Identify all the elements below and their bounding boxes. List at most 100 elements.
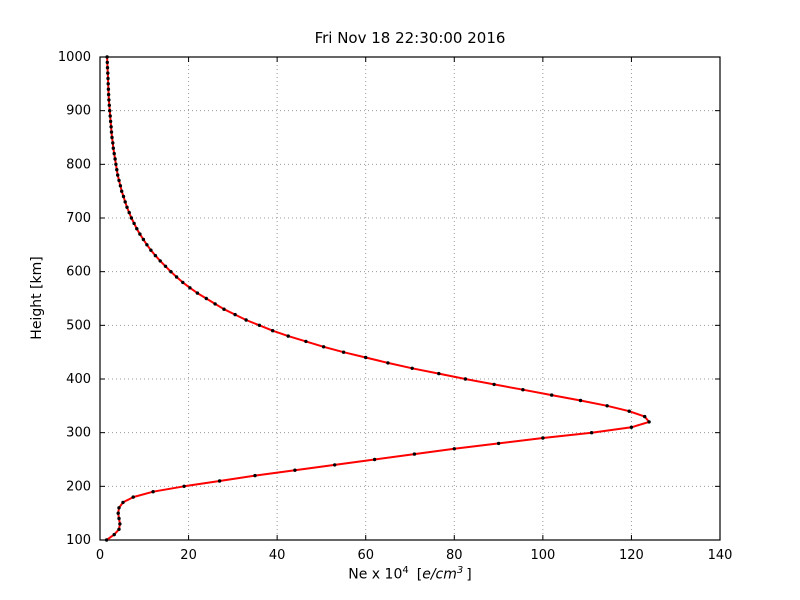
xlabel-prefix: Ne x 10 <box>348 566 403 583</box>
y-tick-label: 500 <box>66 318 91 333</box>
data-point <box>112 532 116 537</box>
data-point <box>541 436 545 440</box>
data-point <box>117 527 121 531</box>
data-point <box>627 409 631 413</box>
x-tick-labels: 0 20 40 60 80 100 120 140 <box>96 548 733 563</box>
data-point <box>412 452 417 456</box>
x-tick-label: 20 <box>180 548 197 563</box>
data-point <box>117 178 121 183</box>
y-tick-label: 200 <box>66 479 91 494</box>
data-point <box>141 237 146 242</box>
data-point <box>286 334 290 338</box>
data-point <box>109 125 113 129</box>
data-point <box>181 280 185 285</box>
data-point <box>116 511 120 515</box>
data-point <box>233 312 237 317</box>
x-tick-label: 60 <box>357 548 374 563</box>
data-point <box>120 189 124 193</box>
data-point <box>271 329 275 333</box>
data-point <box>364 355 368 360</box>
y-tick-label: 900 <box>66 104 91 119</box>
data-point <box>111 141 115 145</box>
data-point <box>118 184 123 188</box>
data-point <box>341 350 346 354</box>
axes-frame <box>99 56 721 541</box>
xlabel-exponent: 4 <box>402 565 409 576</box>
data-point <box>117 506 121 510</box>
y-axis-label: Height [km] <box>29 256 45 340</box>
data-point <box>114 162 118 166</box>
y-tick-label: 300 <box>66 426 91 441</box>
data-point <box>149 248 153 252</box>
y-tick-labels: 100 200 300 400 500 600 700 800 900 1000 <box>58 50 91 548</box>
data-point <box>110 135 114 140</box>
data-point <box>253 473 257 478</box>
data-point <box>127 210 131 215</box>
plot-title: Fri Nov 18 22:30:00 2016 <box>314 29 506 47</box>
data-point <box>106 71 110 75</box>
data-point <box>113 157 117 161</box>
data-point <box>108 109 112 113</box>
data-point <box>188 286 192 290</box>
xlabel-bracket-close: ] <box>466 566 472 583</box>
xlabel-unit: e/cm <box>422 566 457 583</box>
data-point <box>112 151 116 156</box>
data-point <box>169 270 173 274</box>
data-point <box>647 420 651 424</box>
data-point <box>492 382 496 387</box>
data-point <box>107 103 112 108</box>
data-point <box>118 522 122 526</box>
data-point <box>521 388 525 392</box>
x-tick-label: 100 <box>530 548 555 563</box>
data-point <box>550 393 554 397</box>
data-point <box>222 307 226 311</box>
data-point <box>163 264 168 268</box>
data-point <box>605 404 609 408</box>
data-point <box>372 457 377 462</box>
data-point <box>321 345 326 349</box>
data-point <box>437 371 441 376</box>
y-tick-label: 700 <box>66 211 91 226</box>
data-point <box>123 200 127 204</box>
xlabel-unit-exponent: 3 <box>456 565 464 576</box>
data-point <box>106 82 110 86</box>
x-tick-label: 80 <box>446 548 463 563</box>
data-point <box>158 259 162 263</box>
data-point <box>629 425 634 429</box>
data-point <box>104 538 109 542</box>
data-point <box>182 484 186 488</box>
data-point <box>106 76 110 81</box>
data-point <box>589 431 594 435</box>
x-tick-label: 40 <box>269 548 286 563</box>
data-point <box>333 463 337 467</box>
data-point <box>145 243 149 247</box>
data-point <box>257 323 262 327</box>
data-point <box>217 479 222 483</box>
data-point <box>105 66 110 70</box>
y-tick-label: 400 <box>66 372 91 387</box>
data-point <box>121 500 125 505</box>
data-point <box>293 468 297 472</box>
y-tick-label: 1000 <box>58 50 91 65</box>
data-point <box>643 414 647 419</box>
data-point <box>121 194 126 199</box>
y-tick-label: 100 <box>66 533 91 548</box>
axes-background <box>100 57 720 540</box>
x-tick-label: 0 <box>96 548 104 563</box>
data-point <box>213 302 217 306</box>
x-tick-label: 120 <box>619 548 644 563</box>
data-point <box>105 55 109 59</box>
x-tick-label: 140 <box>708 548 733 563</box>
data-point <box>496 441 501 446</box>
data-point <box>463 377 468 381</box>
data-point <box>106 92 111 97</box>
x-axis-label: Ne x 104 [e/cm3] <box>100 565 720 583</box>
data-point <box>174 275 179 279</box>
data-point <box>386 361 390 365</box>
data-point <box>107 98 111 102</box>
data-point <box>138 232 142 236</box>
y-tick-label: 600 <box>66 265 91 280</box>
data-point <box>129 216 134 220</box>
data-point <box>204 296 208 301</box>
